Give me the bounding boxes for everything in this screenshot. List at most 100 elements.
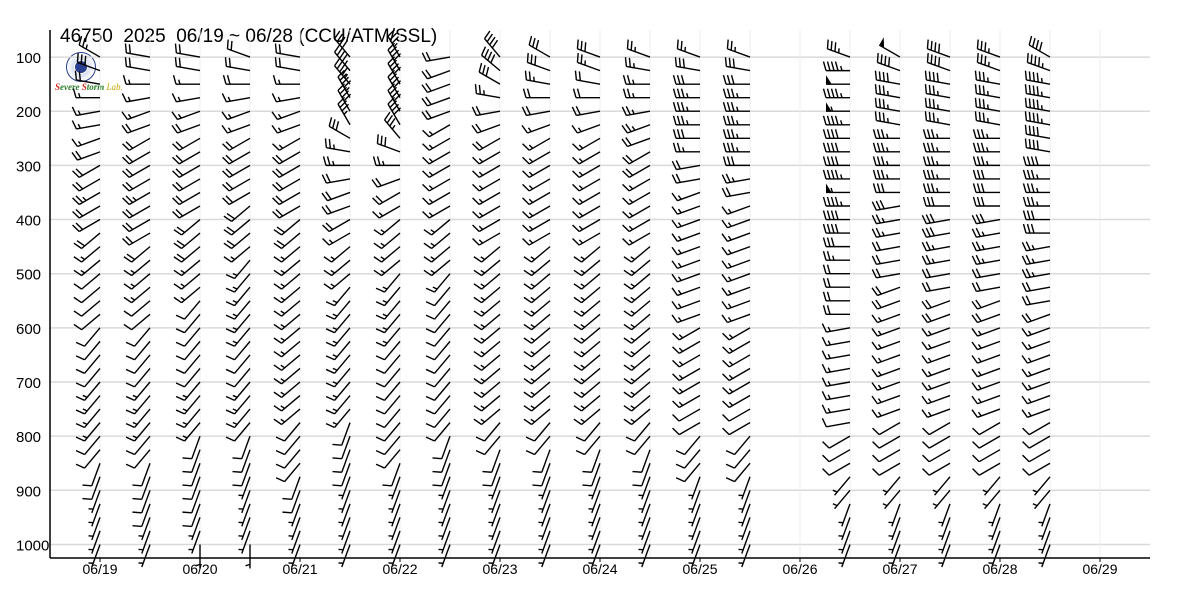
barb-feather	[623, 418, 633, 426]
barb-half-feather	[727, 208, 732, 214]
barb-feather	[834, 88, 839, 98]
barb-feather	[475, 123, 482, 133]
wind-barb	[622, 151, 651, 165]
barb-feather	[125, 208, 134, 217]
wind-barb	[482, 449, 501, 473]
wind-barb	[921, 354, 951, 364]
barb-feather	[1021, 355, 1029, 364]
barb-feather	[273, 418, 283, 426]
barb-feather	[124, 43, 128, 53]
barb-feather	[389, 46, 398, 54]
barb-feather	[676, 39, 679, 49]
wind-barb	[275, 449, 301, 469]
barb-feather	[722, 156, 727, 166]
barb-feather	[822, 210, 827, 220]
barb-feather	[393, 107, 402, 115]
barb-feather	[425, 409, 435, 415]
wind-barb	[722, 381, 751, 395]
wind-barb	[822, 278, 850, 288]
barb-feather	[580, 40, 583, 51]
barb-feather	[622, 183, 630, 192]
wind-barb	[325, 300, 351, 320]
barb-feather	[930, 156, 935, 166]
barb-feather	[323, 283, 333, 290]
barb-feather	[485, 66, 490, 77]
barb-feather	[972, 129, 977, 139]
barb-feather	[932, 85, 935, 95]
wind-barb	[871, 214, 901, 225]
barb-feather	[934, 42, 937, 52]
wind-barb	[1022, 223, 1050, 234]
barb-feather	[276, 240, 286, 247]
barb-feather	[272, 197, 280, 205]
barb-staff	[234, 368, 251, 388]
barb-feather	[625, 137, 632, 146]
wind-barb	[71, 120, 101, 130]
wind-barb	[688, 476, 701, 500]
barb-feather	[926, 169, 931, 180]
barb-feather	[372, 210, 380, 219]
barb-half-feather	[580, 296, 586, 301]
barb-feather	[471, 106, 477, 116]
barb-feather	[128, 57, 132, 68]
barb-feather	[1032, 85, 1035, 95]
barb-feather	[882, 72, 885, 82]
barb-staff	[727, 218, 751, 229]
barb-feather	[1028, 35, 1033, 46]
barb-feather	[175, 141, 184, 149]
barb-feather	[125, 368, 135, 374]
wind-barb	[971, 268, 1001, 279]
wind-barb	[388, 503, 401, 527]
barb-feather	[474, 84, 478, 94]
barb-feather	[625, 154, 634, 163]
barb-feather	[222, 170, 230, 178]
barb-feather	[1022, 468, 1030, 476]
wind-barb	[538, 503, 551, 527]
wind-barb	[522, 137, 551, 151]
wind-barb	[672, 422, 701, 436]
wind-barb	[88, 544, 101, 568]
barb-feather	[523, 418, 533, 426]
wind-barb	[375, 422, 401, 442]
wind-barb	[273, 286, 301, 304]
barb-half-feather	[977, 344, 982, 349]
barb-feather	[573, 269, 583, 277]
barb-staff	[291, 476, 301, 500]
wind-barb	[972, 169, 1000, 180]
wind-barb	[871, 299, 901, 310]
wind-barb	[721, 187, 751, 198]
barb-half-feather	[530, 378, 536, 382]
x-tick-label: 06/28	[982, 561, 1017, 577]
barb-half-feather	[178, 79, 181, 85]
barb-feather	[225, 168, 234, 176]
barb-half-feather	[677, 249, 682, 254]
wind-barb	[1038, 530, 1051, 554]
wind-barb	[1021, 381, 1051, 391]
barb-half-feather	[380, 229, 386, 233]
barb-staff	[684, 462, 701, 483]
wind-barb	[273, 259, 301, 277]
barb-half-feather	[182, 394, 188, 398]
barb-feather	[121, 93, 127, 103]
barb-half-feather	[832, 489, 838, 493]
barb-feather	[422, 210, 430, 219]
barb-feather	[332, 470, 342, 473]
barb-feather	[622, 238, 630, 246]
barb-feather	[722, 373, 730, 381]
wind-barb	[671, 218, 701, 229]
barb-half-feather	[278, 79, 281, 85]
barb-feather	[523, 378, 533, 385]
wind-barb	[971, 281, 1001, 293]
wind-barb	[832, 489, 851, 510]
barb-feather	[321, 206, 329, 215]
barb-feather	[834, 115, 839, 125]
barb-feather	[473, 337, 483, 344]
barb-staff	[984, 489, 1001, 510]
barb-feather	[282, 497, 292, 501]
barb-feather	[921, 255, 927, 265]
wind-barb	[971, 313, 1001, 324]
barb-pennant	[826, 183, 832, 193]
wind-barb	[726, 39, 751, 58]
barb-feather	[421, 97, 429, 107]
barb-staff	[384, 408, 401, 428]
